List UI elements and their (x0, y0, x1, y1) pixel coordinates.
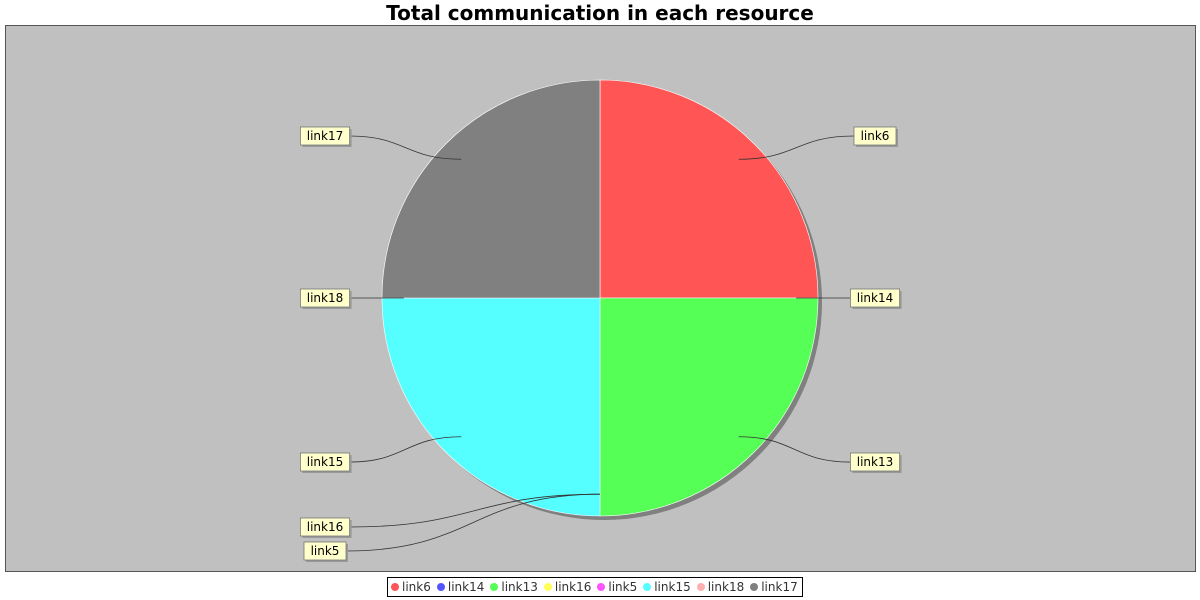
legend-label-link16: link16 (554, 580, 592, 594)
legend-item-link14: link14 (436, 580, 485, 594)
label-box-link13 (850, 452, 901, 472)
legend-label-link15: link15 (654, 580, 691, 594)
leader-line-link15 (349, 436, 462, 463)
label-box-link14 (850, 288, 901, 308)
legend-item-link13: link13 (490, 580, 538, 594)
label-box-link6 (853, 126, 897, 146)
legend-item-link18: link18 (696, 580, 745, 594)
legend-swatch-link17 (750, 583, 759, 591)
pie-slice-link15 (381, 297, 601, 517)
slice-label-link18: link18 (307, 291, 344, 305)
legend-item-link17: link17 (750, 580, 798, 594)
label-box-link5 (303, 541, 347, 561)
slice-label-link5: link5 (311, 544, 340, 558)
legend-swatch-link16 (543, 583, 552, 591)
slice-label-link17: link17 (307, 129, 344, 143)
leader-line-link16 (349, 493, 601, 528)
chart-title: Total communication in each resource (386, 1, 814, 25)
slice-label-link13: link13 (857, 455, 894, 469)
legend-label-link17: link17 (761, 580, 798, 594)
legend-swatch-link14 (436, 583, 445, 591)
legend-item-link5: link5 (597, 580, 637, 594)
legend-swatch-link5 (597, 583, 606, 591)
leader-line-link6 (738, 135, 855, 160)
leader-line-link13 (738, 436, 851, 463)
legend-swatch-link18 (696, 583, 705, 591)
label-box-link16 (299, 517, 350, 537)
label-box-link18 (299, 288, 350, 308)
legend-label-link5: link5 (608, 580, 638, 594)
slice-label-link14: link14 (857, 291, 894, 305)
legend-swatch-link6 (391, 583, 399, 591)
legend-item-link6: link6 (391, 580, 431, 594)
label-box-link17 (299, 126, 350, 146)
legend-label-link18: link18 (707, 580, 745, 594)
legend-item-link16: link16 (543, 580, 592, 594)
slice-label-link15: link15 (307, 455, 344, 469)
slice-labels: link6 link14 link13 link16 link5 link15 link18… (299, 126, 902, 562)
pie-slice-link17 (381, 79, 601, 299)
leader-line-link5 (345, 493, 601, 552)
legend-label-link6: link6 (402, 580, 431, 594)
legend-label-link13: link13 (501, 580, 538, 594)
slice-label-link6: link6 (861, 129, 890, 143)
label-box-link15 (299, 452, 350, 472)
legend-swatch-link15 (643, 583, 652, 591)
slice-label-link16: link16 (307, 520, 344, 534)
leader-line-link17 (349, 135, 462, 160)
legend-item-link15: link15 (643, 580, 691, 594)
legend: link6 link14 link13 link16 link5 link15 link18… (387, 577, 803, 597)
legend-swatch-link13 (490, 583, 499, 591)
legend-label-link14: link14 (447, 580, 485, 594)
pie-slice-link6 (599, 79, 819, 299)
pie-slice-link13 (599, 297, 819, 517)
